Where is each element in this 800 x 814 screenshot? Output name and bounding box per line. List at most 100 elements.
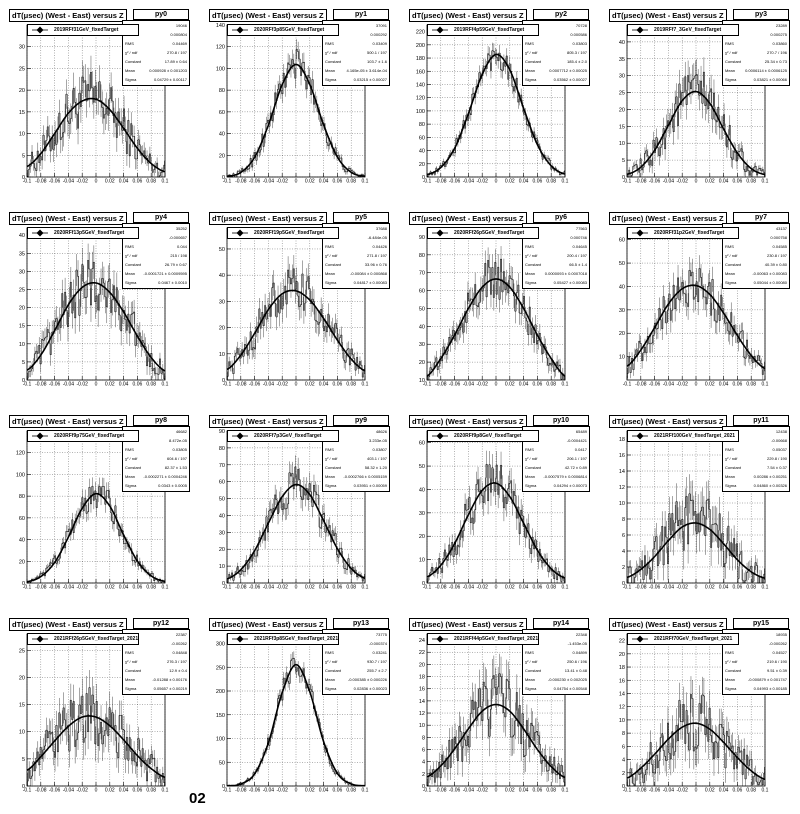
stats-value: 46682 [175,429,187,434]
y-tick-label: 0 [422,581,425,587]
x-tick-label: -0.1 [223,585,232,591]
x-tick-label: -0.08 [35,382,47,388]
stats-row: Sigma 0.04729 ± 0.00117 [125,76,187,84]
x-tick-label: 0.02 [105,179,115,185]
x-tick-label: -0.02 [476,788,488,794]
x-tick-label: -0.08 [435,179,447,185]
stats-key: Sigma [125,483,137,488]
stats-key: Sigma [725,686,737,691]
stats-row: 0.000804 [125,31,187,39]
stats-row: Mean -0.0001721 ± 0.0009595 [125,270,187,278]
stats-key: RMS [325,244,334,249]
stats-row: -0.000262 [725,640,787,648]
stats-key: χ² / ndf [125,659,138,664]
y-tick-label: 180 [416,56,425,62]
x-tick-label: 0.06 [333,179,343,185]
stats-key: Mean [725,677,736,682]
y-tick-label: 220 [416,30,425,36]
stats-row: Mean -0.01288 ± 0.00176 [125,676,187,684]
stats-row: Mean -0.000879 ± 0.001747 [725,676,787,684]
histogram-name: py1 [333,9,389,20]
stats-key: Sigma [325,483,337,488]
y-tick-label: 60 [419,441,425,447]
panel-title: dT(μsec) (West - East) versus Z [209,9,327,22]
stats-key: Sigma [325,280,337,285]
legend: 2020RFf13p5GeV_fixedTarget [27,227,139,239]
stats-row: Mean -0.000385 ± 0.000226 [325,676,387,684]
x-tick-label: 0.04 [719,788,729,794]
stats-value: -0.000657 [168,235,187,240]
x-tick-label: 0.1 [362,585,369,591]
x-tick-label: -0.04 [63,382,75,388]
stats-value: 200.4 / 197 [566,253,587,258]
stats-key: Sigma [525,280,537,285]
histogram-plot: -0.1 -0.08 -0.06 -0.04 -0.02 0 0.02 0.04 0.06 0.0… [419,633,569,794]
x-tick-label: 0.06 [133,788,143,794]
stats-row: RMS 0.0417 [525,446,587,454]
stats-key: Constant [325,262,342,267]
y-tick-label: 16 [619,678,625,684]
x-tick-label: 0.06 [533,179,543,185]
y-tick-label: 8 [422,735,425,741]
histogram-name: py4 [133,212,189,223]
legend-label: 2020RFf26p5GeV_fixedTarget [454,230,525,236]
gaussian-fit-curve [426,278,566,377]
histogram-panel-py3: -0.1 -0.08 -0.06 -0.04 -0.02 0 0.02 0.04 0.06 0.0… [600,0,800,203]
stats-key: Mean [125,68,136,73]
stats-row: Mean -0.0002271 ± 0.0004246 [125,473,187,481]
y-tick-label: 90 [419,235,425,241]
panel-title: dT(μsec) (West - East) versus Z [609,618,727,631]
panel-title: dT(μsec) (West - East) versus Z [9,618,127,631]
legend-marker-icon [632,26,648,34]
x-tick-label: 0 [495,585,498,591]
stats-value: 500.1 / 197 [366,50,387,55]
legend-marker-icon [432,26,448,34]
gaussian-fit-curve [26,715,166,779]
y-tick-label: 24 [419,638,425,644]
stats-value: -6.484e-05 [367,235,387,240]
gaussian-fit-curve [626,522,766,579]
stats-value: 8.472e-05 [168,438,187,443]
x-tick-label: -0.06 [449,788,461,794]
x-tick-label: -0.1 [423,179,432,185]
y-tick-label: 0 [422,784,425,790]
stats-value: 0.000804 [170,32,187,37]
x-tick-label: -0.06 [449,382,461,388]
stats-key: χ² / ndf [125,50,138,55]
x-tick-label: 0.06 [333,788,343,794]
y-tick-label: 30 [19,45,25,51]
stats-value: 271.8 / 197 [366,253,387,258]
legend-diamond [636,26,644,34]
stats-key: RMS [125,41,134,46]
legend-label: 2021RFf3p85GeV_fixedTarget_2021 [254,636,339,642]
stats-row: -0.000374 [325,640,387,648]
x-tick-label: 0.04 [119,179,129,185]
stats-value: 0.03215 ± 0.00027 [353,77,387,82]
stats-row: Constant 58.32 ± 1.20 [325,464,387,472]
x-tick-label: 0 [295,179,298,185]
x-tick-label: -0.08 [235,382,247,388]
stats-row: RMS 0.03805 [125,446,187,454]
stats-row: RMS 0.05037 [725,446,787,454]
x-tick-label: 0.1 [762,382,769,388]
stats-value: 40.39 ± 0.80 [764,262,787,267]
stats-row: 73775 [325,631,387,639]
x-tick-label: 0.02 [505,179,515,185]
histogram-panel-py11: -0.1 -0.08 -0.06 -0.04 -0.02 0 0.02 0.04 0.06 0.0… [600,406,800,609]
y-tick-label: 40 [419,149,425,155]
gaussian-fit-curve [626,90,766,176]
y-tick-label: 80 [219,88,225,94]
x-tick-label: -0.1 [23,179,32,185]
stats-key: RMS [725,244,734,249]
stats-value: 0.03803 [572,41,587,46]
stats-value: -0.000374 [368,641,387,646]
stats-key: RMS [525,41,534,46]
stats-key: Constant [325,59,342,64]
stats-value: 26.79 ± 0.67 [164,262,187,267]
x-tick-label: 0 [695,179,698,185]
legend-label: 2020RFf9p8GeV_fixedTarget [454,433,522,439]
x-tick-label: -0.04 [463,382,475,388]
x-tick-label: 0.06 [133,179,143,185]
x-tick-label: 0.1 [762,179,769,185]
stats-row: Constant 185.4 ± 2.0 [525,58,587,66]
